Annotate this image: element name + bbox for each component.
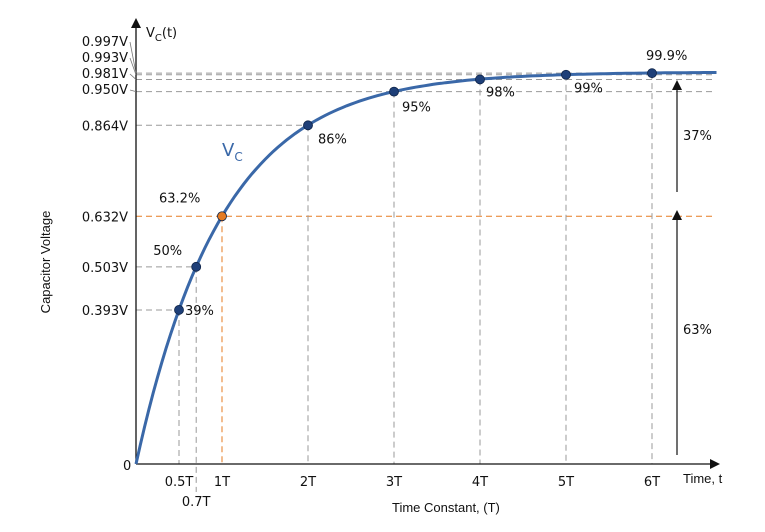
x-tick-label: 0.7T [182,495,211,510]
data-point [174,305,184,315]
data-point [303,120,313,131]
y-tick-label: 0.393V [82,304,128,319]
percent-data-label: 50% [153,244,182,259]
highlight-data-point [217,211,227,222]
origin-label: 0 [123,459,131,474]
guide-lines [136,72,712,492]
x-tick-label: 0.5T [165,475,194,490]
upper-percent-label: 37% [683,129,712,144]
labels-layer: 0.393V 0.5T 39% 0.503V 0.7T 50% 0.632V 1T 63.2% 0… [82,35,687,510]
y-tick-label: 0.632V [82,210,128,225]
y-tick-label: 0.981V [82,67,128,82]
axes [131,18,720,469]
y-tick-label: 0.950V [82,83,128,98]
data-point [475,74,485,85]
y-tick-leader [129,41,137,74]
percent-data-label: 39% [185,304,214,319]
y-tick-label: 0.993V [82,51,128,66]
x-tick-label: 3T [386,475,402,490]
data-point [561,69,571,80]
x-axis-end-label: Time, t [683,471,723,486]
data-point [191,261,202,272]
points-layer [174,68,657,315]
percent-data-label: 95% [402,101,431,116]
y-tick-label: 0.864V [82,119,128,134]
y-tick-label: 0.503V [82,261,128,276]
x-tick-label: 1T [214,475,230,490]
y-tick-leader [129,89,137,92]
percent-data-label: 99.9% [646,49,687,64]
x-tick-label: 4T [472,475,488,490]
percent-data-label: 98% [486,85,515,100]
percent-data-label: 99% [574,82,603,97]
charging-curve [134,71,717,465]
y-axis-label: VC(t) [146,26,177,44]
data-point [647,68,657,79]
curve-label: VC [222,140,243,164]
y-axis-title: Capacitor Voltage [38,211,53,314]
curve-layer [134,71,717,465]
x-tick-label: 2T [300,475,316,490]
x-tick-label: 5T [558,475,574,490]
y-tick-leader [129,57,137,75]
x-tick-label: 6T [644,475,660,490]
x-axis-title: Time Constant, (T) [392,500,500,515]
lower-percent-label: 63% [683,323,712,338]
data-point [389,86,399,97]
percent-data-label: 86% [318,132,347,147]
y-tick-label: 0.997V [82,35,128,50]
y-tick-leader [129,73,137,80]
percent-data-label: 63.2% [159,191,200,206]
